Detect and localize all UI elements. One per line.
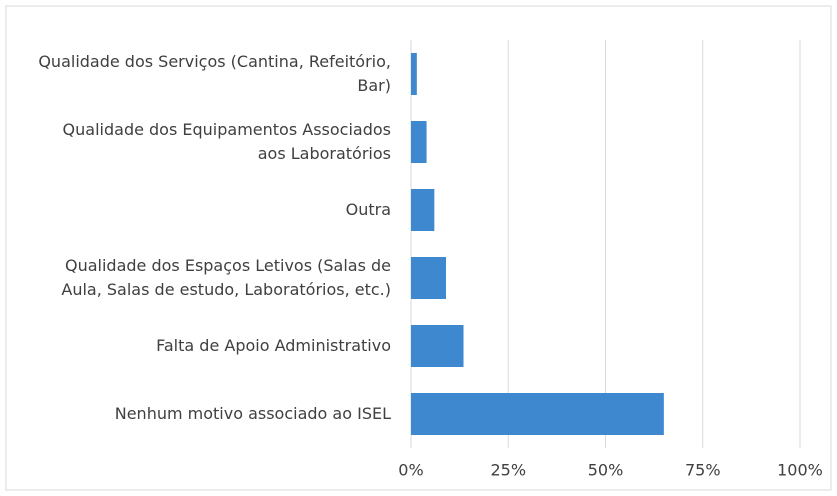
x-tick-label: 75% — [685, 461, 721, 480]
bar — [411, 189, 435, 231]
bar — [411, 325, 464, 367]
x-tick-label: 50% — [588, 461, 624, 480]
y-tick-label: Qualidade dos Equipamentos Associados ao… — [62, 120, 391, 163]
bar — [411, 121, 427, 163]
x-tick-label: 100% — [777, 461, 823, 480]
x-tick-label: 0% — [398, 461, 423, 480]
y-tick-label: Qualidade dos Serviços (Cantina, Refeitó… — [38, 52, 391, 95]
x-tick-label: 25% — [490, 461, 526, 480]
y-tick-label: Nenhum motivo associado ao ISEL — [114, 404, 391, 423]
bar — [411, 53, 417, 95]
bar — [411, 257, 447, 299]
y-tick-label: Qualidade dos Espaços Letivos (Salas de … — [61, 256, 391, 299]
y-tick-label: Outra — [345, 200, 391, 219]
y-tick-label: Falta de Apoio Administrativo — [156, 336, 391, 355]
chart-border — [5, 5, 832, 491]
bar — [411, 393, 664, 435]
